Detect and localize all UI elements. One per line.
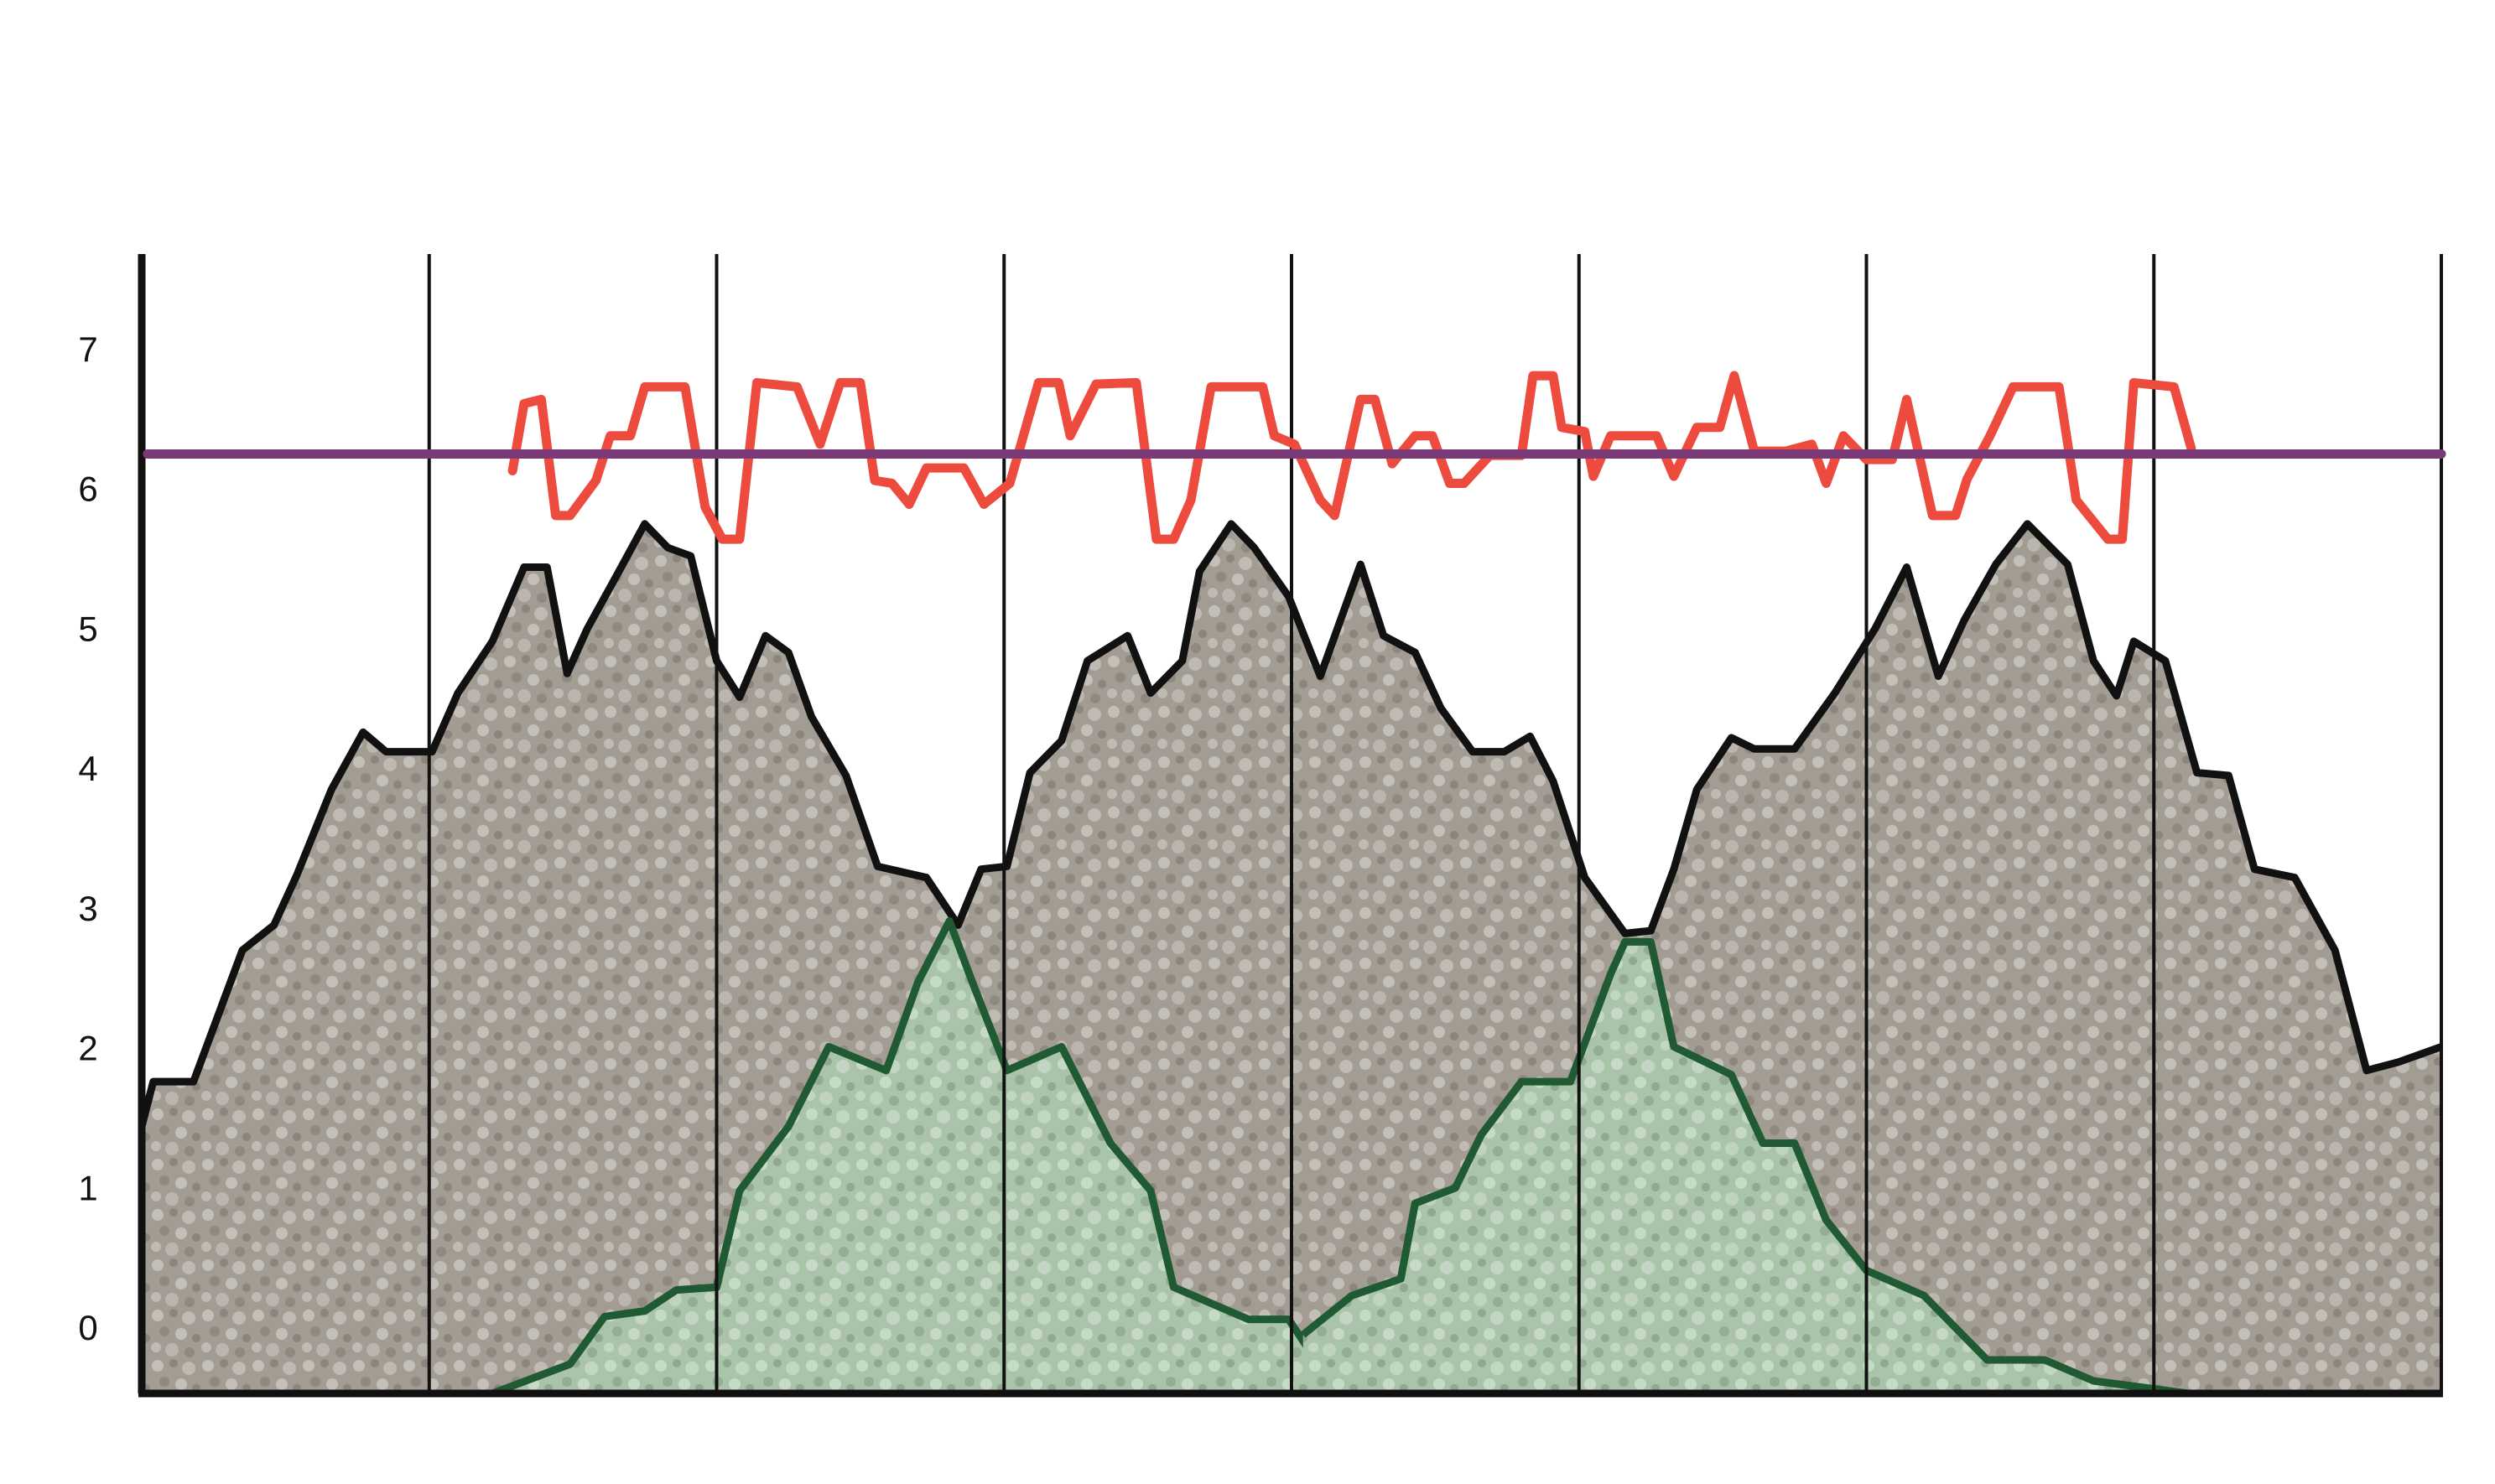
y-tick-label: 6	[78, 470, 97, 509]
y-tick-label: 0	[78, 1308, 97, 1347]
y-tick-label: 4	[78, 749, 97, 788]
y-tick-label: 3	[78, 889, 97, 928]
y-tick-label: 2	[78, 1029, 97, 1068]
area-fill-texture	[1302, 942, 2189, 1393]
y-tick-label: 7	[78, 329, 97, 369]
line	[507, 371, 2196, 544]
area-outline	[491, 916, 1402, 1398]
area-outline	[1300, 937, 2189, 1398]
y-tick-label: 5	[78, 609, 97, 648]
area-outline	[138, 520, 2443, 1128]
y-tick-label: 1	[78, 1168, 97, 1207]
